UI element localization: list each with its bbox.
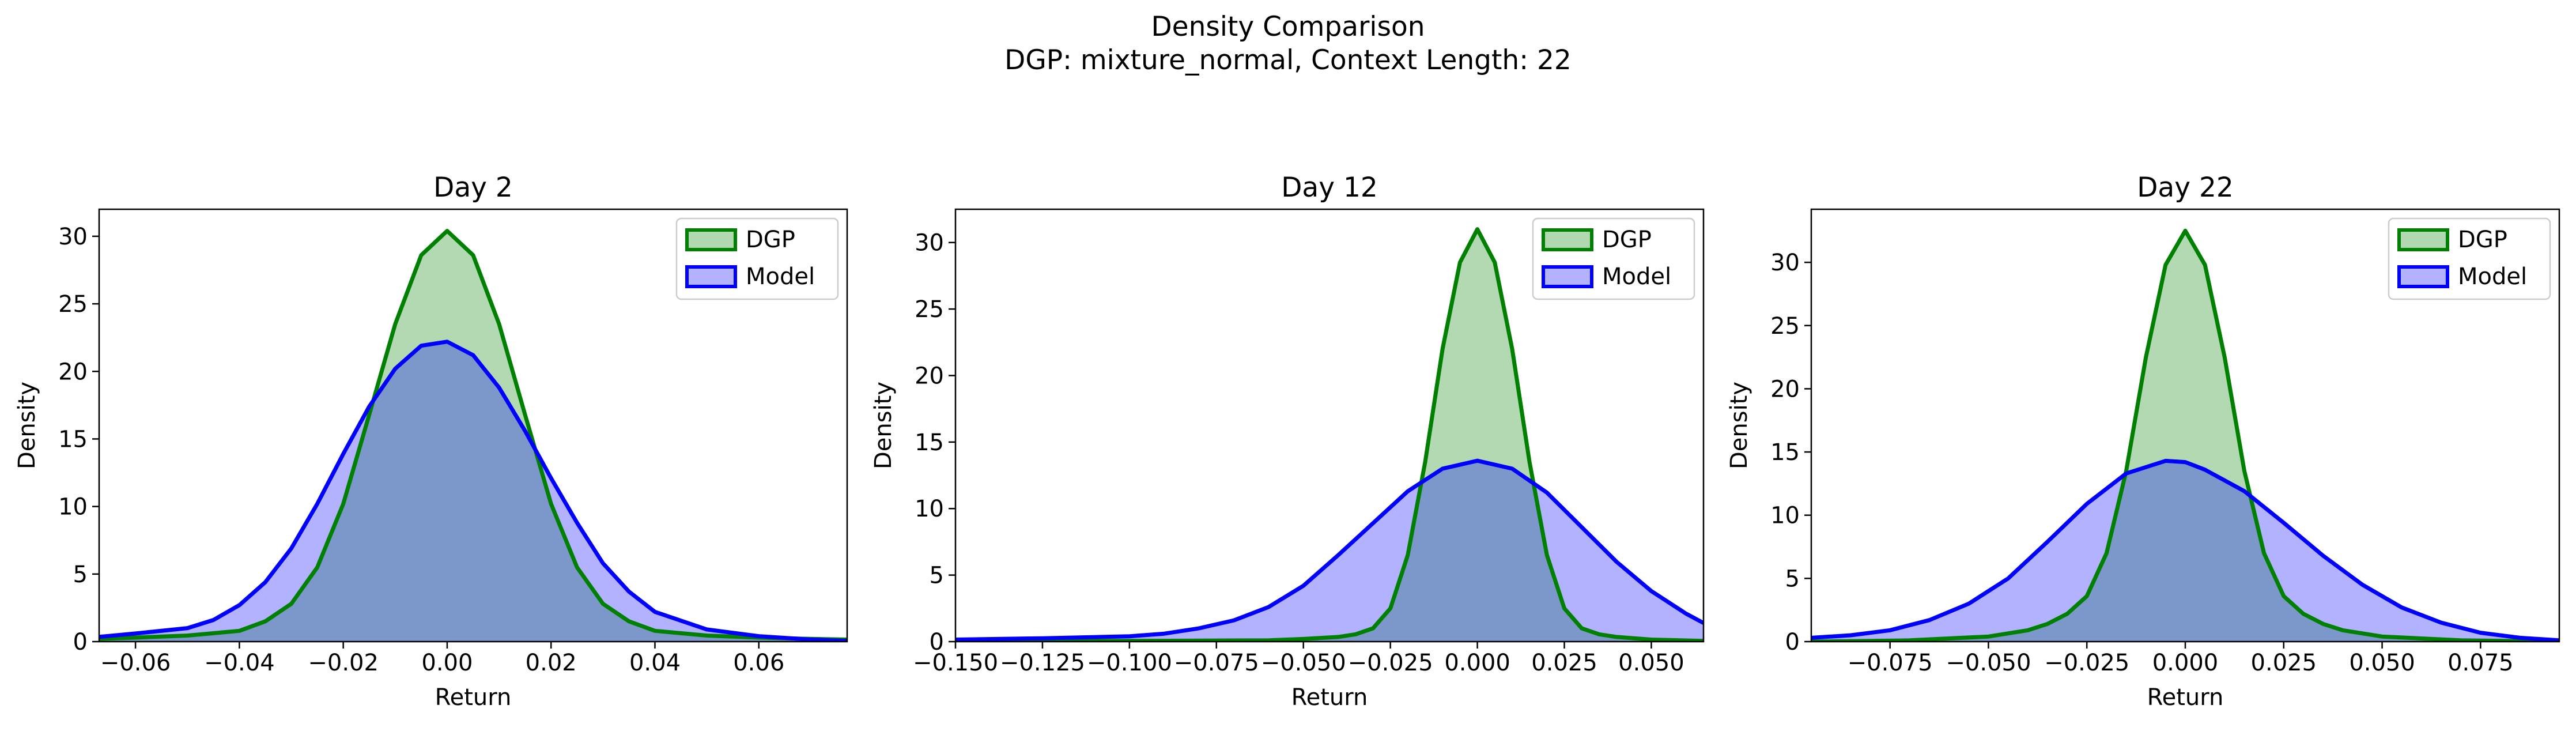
legend-swatch-model xyxy=(1542,265,1593,288)
axes-frame xyxy=(954,208,1705,643)
y-tick-label: 25 xyxy=(58,291,88,318)
y-tick-label: 20 xyxy=(915,363,944,389)
x-tick-label: 0.025 xyxy=(2251,650,2317,676)
y-axis-label: Density xyxy=(870,382,897,469)
legend-label-dgp: DGP xyxy=(1602,227,1652,253)
x-tick-label: 0.04 xyxy=(629,650,681,676)
x-tick-label: −0.050 xyxy=(1946,650,2031,676)
dgp-density-line xyxy=(955,227,1704,642)
x-axis-label: Return xyxy=(435,684,512,711)
x-tick-label: −0.125 xyxy=(1000,650,1085,676)
y-tick-label: 0 xyxy=(930,629,944,655)
legend-label-dgp: DGP xyxy=(2458,227,2507,253)
y-tick-label: 5 xyxy=(73,561,88,588)
y-tick-label: 10 xyxy=(1770,503,1800,529)
legend: DGP Model xyxy=(2388,217,2551,300)
model-density-fill xyxy=(955,461,1704,642)
x-axis-label: Return xyxy=(2147,684,2224,711)
x-tick-label: −0.100 xyxy=(1087,650,1172,676)
y-tick-label: 25 xyxy=(1770,313,1800,340)
x-tick-label: −0.025 xyxy=(2044,650,2129,676)
plot-area xyxy=(1811,228,2559,642)
y-tick-label: 25 xyxy=(915,296,944,323)
chart-panel-3: −0.075 −0.050 −0.025 0.000 0.025 0.050 0.075 0 5… xyxy=(1726,172,2560,711)
x-tick-label: −0.075 xyxy=(1848,650,1933,676)
legend-swatch-model xyxy=(685,265,737,288)
axes-frame xyxy=(98,208,848,643)
chart-panel-2: −0.150 −0.125 −0.100 −0.075 −0.050 −0.025 0.00… xyxy=(870,172,1705,711)
y-tick-label: 30 xyxy=(1770,250,1800,276)
x-tick-label: 0.000 xyxy=(2152,650,2219,676)
legend-swatch-dgp xyxy=(2397,228,2449,251)
y-tick-label: 20 xyxy=(1770,376,1800,402)
x-tick-label: 0.00 xyxy=(421,650,473,676)
y-tick-label: 20 xyxy=(58,359,88,385)
y-tick-label: 15 xyxy=(1770,439,1800,466)
x-tick-label: 0.025 xyxy=(1531,650,1597,676)
model-density-line xyxy=(99,340,847,642)
x-tick-label: −0.075 xyxy=(1174,650,1259,676)
legend-swatch-dgp xyxy=(685,228,737,251)
y-axis-label: Density xyxy=(14,382,40,469)
x-tick-label: −0.150 xyxy=(913,650,998,676)
x-tick-label: 0.075 xyxy=(2447,650,2514,676)
dgp-density-line xyxy=(99,229,847,642)
chart-panel-1: −0.06 −0.04 −0.02 0.00 0.02 0.04 0.06 0 5 10 15 20 2… xyxy=(14,172,848,711)
x-tick-label: 0.06 xyxy=(733,650,784,676)
chart-title: Day 2 xyxy=(433,172,513,203)
chart-title: Day 12 xyxy=(1281,172,1378,203)
y-tick-label: 30 xyxy=(915,230,944,257)
plot-area xyxy=(99,229,847,642)
legend-label-model: Model xyxy=(746,263,815,290)
x-tick-label: 0.000 xyxy=(1444,650,1510,676)
dgp-density-fill xyxy=(955,229,1704,642)
y-tick-label: 0 xyxy=(73,629,88,655)
y-tick-label: 0 xyxy=(1785,629,1800,655)
x-tick-label: 0.050 xyxy=(1618,650,1684,676)
dgp-density-fill xyxy=(1811,231,2559,642)
y-tick-label: 5 xyxy=(1785,566,1800,592)
x-tick-label: 0.02 xyxy=(526,650,577,676)
legend-label-dgp: DGP xyxy=(746,227,795,253)
legend: DGP Model xyxy=(675,217,839,300)
x-tick-label: 0.050 xyxy=(2349,650,2415,676)
x-tick-label: −0.02 xyxy=(308,650,379,676)
y-tick-label: 10 xyxy=(58,494,88,521)
dgp-density-line xyxy=(1811,228,2559,642)
figure-subtitle: DGP: mixture_normal, Context Length: 22 xyxy=(1004,44,1572,76)
model-density-line xyxy=(955,458,1704,642)
chart-title: Day 22 xyxy=(2137,172,2234,203)
legend-swatch-model xyxy=(2397,265,2449,288)
y-tick-label: 30 xyxy=(58,224,88,250)
legend-label-model: Model xyxy=(1602,263,1671,290)
legend-label-model: Model xyxy=(2458,263,2527,290)
x-tick-label: −0.06 xyxy=(100,650,171,676)
y-tick-label: 10 xyxy=(915,496,944,522)
y-tick-label: 5 xyxy=(930,563,944,589)
x-tick-label: −0.050 xyxy=(1261,650,1346,676)
model-density-line xyxy=(1811,458,2559,642)
y-tick-label: 15 xyxy=(58,426,88,453)
legend: DGP Model xyxy=(1532,217,1695,300)
y-tick-label: 15 xyxy=(915,429,944,456)
legend-swatch-dgp xyxy=(1542,228,1593,251)
x-tick-label: −0.025 xyxy=(1348,650,1433,676)
x-tick-label: −0.04 xyxy=(204,650,275,676)
figure-title: Density Comparison xyxy=(1151,11,1425,43)
plot-area xyxy=(955,227,1704,642)
y-axis-label: Density xyxy=(1726,382,1752,469)
x-axis-label: Return xyxy=(1291,684,1368,711)
model-density-fill xyxy=(1811,461,2559,642)
model-density-fill xyxy=(99,341,847,642)
dgp-density-fill xyxy=(99,231,847,642)
